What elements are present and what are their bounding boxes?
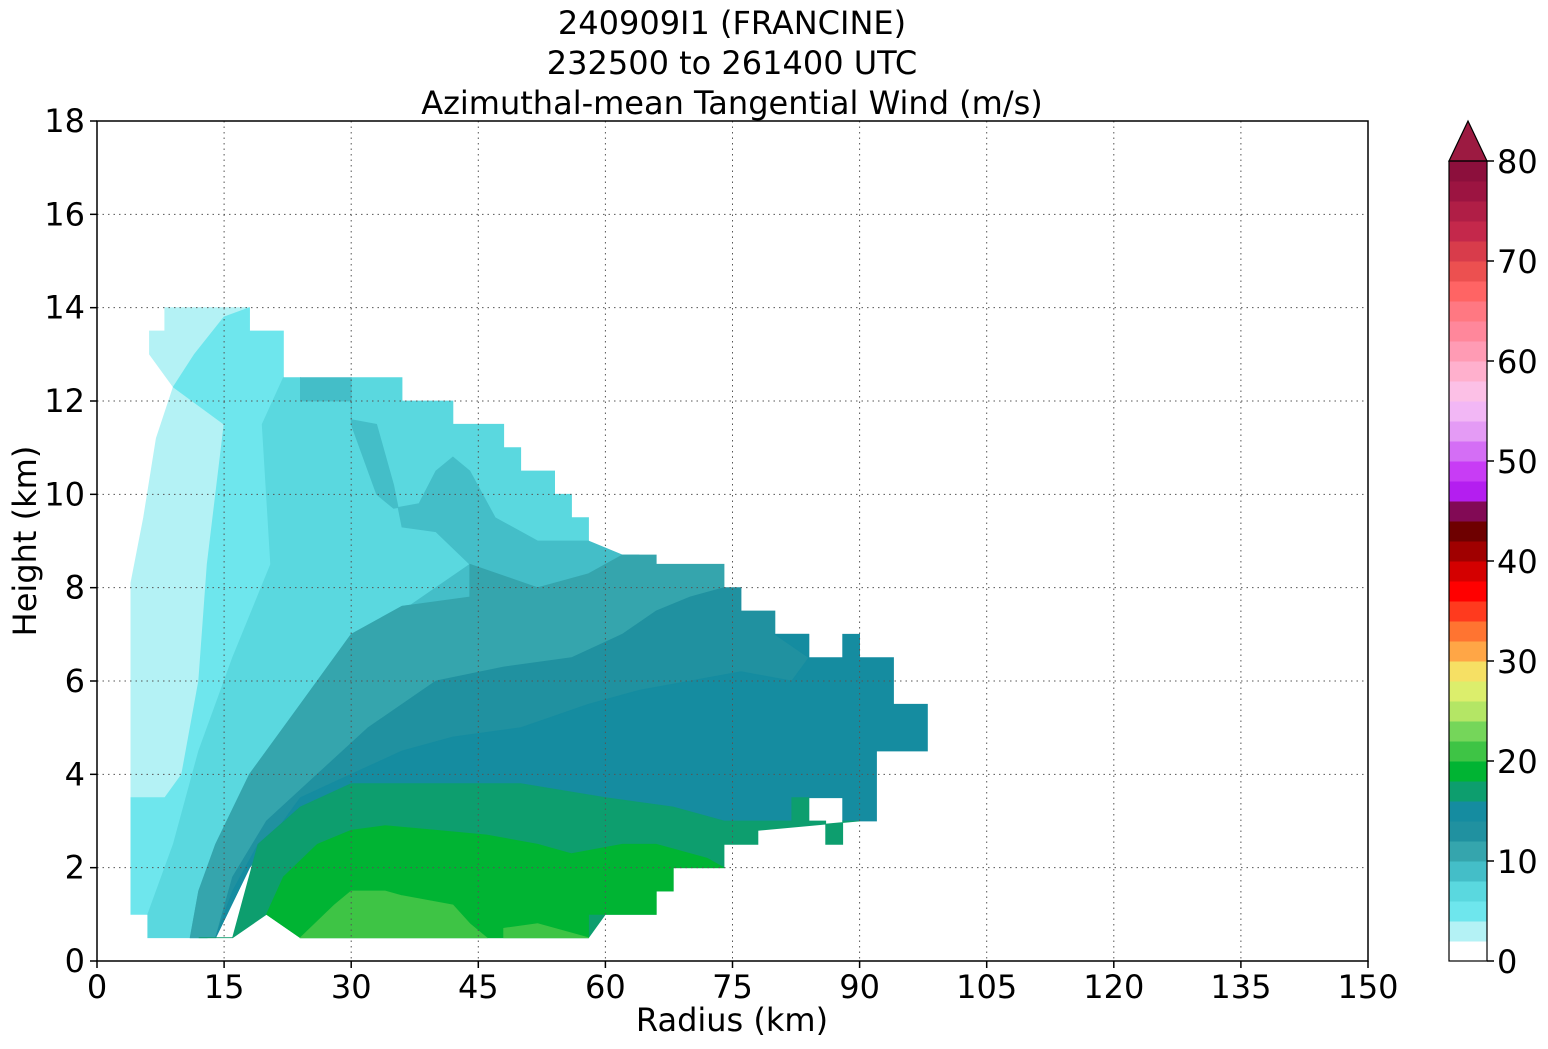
contour-region-20-13 xyxy=(503,923,589,939)
colorbar-segment-16 xyxy=(1449,781,1487,802)
y-tick-label-12: 12 xyxy=(44,382,85,420)
colorbar-segment-56 xyxy=(1449,381,1487,402)
colorbar-segment-6 xyxy=(1449,881,1487,902)
x-tick-label-75: 75 xyxy=(712,968,753,1006)
x-tick-label-30: 30 xyxy=(331,968,372,1006)
colorbar-segment-52 xyxy=(1449,421,1487,442)
y-tick-label-14: 14 xyxy=(44,289,85,327)
y-tick-label-10: 10 xyxy=(44,475,85,513)
colorbar-extend-arrow xyxy=(1448,119,1488,162)
colorbar-tick-label-0: 0 xyxy=(1497,943,1517,981)
chart-title-line-2: 232500 to 261400 UTC xyxy=(547,44,917,82)
colorbar-segment-10 xyxy=(1449,841,1487,862)
colorbar-segment-78 xyxy=(1449,161,1487,182)
x-axis-ticks: 0 15 30 45 60 75 90 105 120 135 150 xyxy=(87,961,1399,1006)
colorbar-segment-70 xyxy=(1449,241,1487,262)
colorbar-segment-32 xyxy=(1449,621,1487,642)
y-tick-label-2: 2 xyxy=(65,849,85,887)
colorbar-segment-36 xyxy=(1449,581,1487,602)
colorbar-segment-0 xyxy=(1449,941,1487,962)
plot-area xyxy=(130,307,928,939)
y-tick-label-16: 16 xyxy=(44,195,85,233)
colorbar-segment-38 xyxy=(1449,561,1487,582)
colorbar-segment-68 xyxy=(1449,261,1487,282)
chart-title-line-1: 240909I1 (FRANCINE) xyxy=(558,4,906,42)
x-tick-label-0: 0 xyxy=(87,968,107,1006)
colorbar-segment-74 xyxy=(1449,201,1487,222)
colorbar-segment-72 xyxy=(1449,221,1487,242)
colorbar-segment-44 xyxy=(1449,501,1487,522)
colorbar-segment-28 xyxy=(1449,661,1487,682)
x-tick-label-105: 105 xyxy=(956,968,1017,1006)
chart-title: 240909I1 (FRANCINE) 232500 to 261400 UTC… xyxy=(421,4,1043,122)
colorbar-segment-50 xyxy=(1449,441,1487,462)
x-tick-label-45: 45 xyxy=(458,968,499,1006)
colorbar-segment-48 xyxy=(1449,461,1487,482)
colorbar-segment-14 xyxy=(1449,801,1487,822)
colorbar-segment-18 xyxy=(1449,761,1487,782)
colorbar-tick-label-10: 10 xyxy=(1497,843,1538,881)
x-tick-label-60: 60 xyxy=(585,968,626,1006)
colorbar-segment-34 xyxy=(1449,601,1487,622)
x-tick-label-135: 135 xyxy=(1210,968,1271,1006)
contour-region-20-12 xyxy=(299,890,488,939)
x-tick-label-15: 15 xyxy=(204,968,245,1006)
colorbar-segment-8 xyxy=(1449,861,1487,882)
colorbar-tick-label-60: 60 xyxy=(1497,343,1538,381)
y-tick-label-6: 6 xyxy=(65,662,85,700)
chart-title-line-3: Azimuthal-mean Tangential Wind (m/s) xyxy=(421,84,1043,122)
x-tick-label-150: 150 xyxy=(1337,968,1398,1006)
y-axis-ticks: 0 2 4 6 8 10 12 14 16 18 xyxy=(44,102,97,980)
colorbar-tick-label-70: 70 xyxy=(1497,243,1538,281)
colorbar-segment-62 xyxy=(1449,321,1487,342)
colorbar-segment-58 xyxy=(1449,361,1487,382)
colorbar-segment-40 xyxy=(1449,541,1487,562)
colorbar-segment-20 xyxy=(1449,741,1487,762)
colorbar-tick-label-20: 20 xyxy=(1497,743,1538,781)
y-tick-label-18: 18 xyxy=(44,102,85,140)
colorbar-segment-54 xyxy=(1449,401,1487,422)
x-axis-label: Radius (km) xyxy=(636,1001,828,1039)
colorbar-segment-2 xyxy=(1449,921,1487,942)
y-axis-label: Height (km) xyxy=(6,446,44,637)
colorbar-segment-66 xyxy=(1449,281,1487,302)
colorbar-tick-label-80: 80 xyxy=(1497,143,1538,181)
colorbar-segment-46 xyxy=(1449,481,1487,502)
y-tick-label-4: 4 xyxy=(65,755,85,793)
colorbar: 0 10 20 30 40 50 60 70 80 xyxy=(1448,119,1538,981)
colorbar-segment-76 xyxy=(1449,181,1487,202)
colorbar-segment-64 xyxy=(1449,301,1487,322)
colorbar-tick-label-30: 30 xyxy=(1497,643,1538,681)
colorbar-segment-60 xyxy=(1449,341,1487,362)
colorbar-segment-12 xyxy=(1449,821,1487,842)
colorbar-segment-22 xyxy=(1449,721,1487,742)
y-tick-label-0: 0 xyxy=(65,942,85,980)
colorbar-tick-label-50: 50 xyxy=(1497,443,1538,481)
colorbar-segment-42 xyxy=(1449,521,1487,542)
x-tick-label-90: 90 xyxy=(839,968,880,1006)
colorbar-tick-label-40: 40 xyxy=(1497,543,1538,581)
colorbar-segment-26 xyxy=(1449,681,1487,702)
x-tick-label-120: 120 xyxy=(1083,968,1144,1006)
colorbar-segment-30 xyxy=(1449,641,1487,662)
colorbar-segment-4 xyxy=(1449,901,1487,922)
grid-lines xyxy=(97,121,1368,961)
colorbar-segment-24 xyxy=(1449,701,1487,722)
y-tick-label-8: 8 xyxy=(65,569,85,607)
